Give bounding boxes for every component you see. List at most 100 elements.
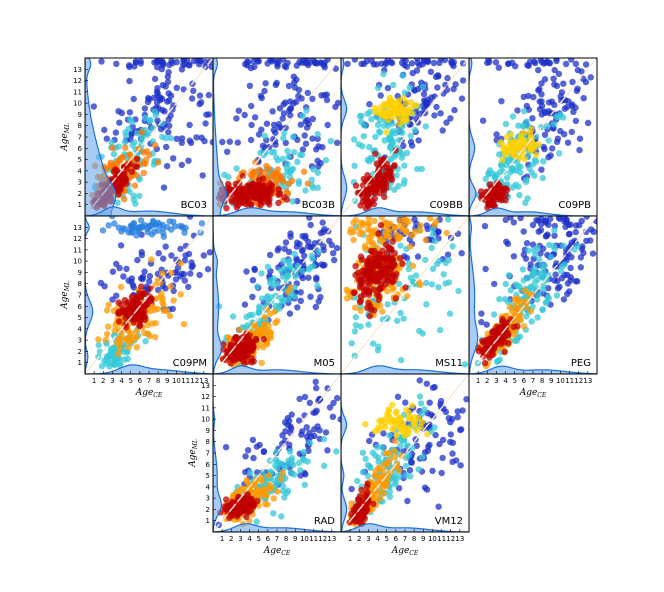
- data-point: [380, 430, 387, 437]
- data-point: [430, 59, 438, 67]
- data-point: [115, 310, 122, 317]
- data-point: [550, 121, 558, 128]
- data-point: [115, 299, 122, 306]
- data-point: [529, 115, 536, 122]
- data-point: [146, 278, 153, 285]
- data-point: [261, 313, 268, 321]
- data-point: [129, 301, 136, 308]
- data-point: [117, 242, 125, 249]
- data-point: [553, 58, 560, 65]
- data-point: [376, 417, 383, 425]
- data-point: [582, 61, 590, 68]
- data-point: [539, 286, 547, 293]
- data-point: [345, 289, 352, 296]
- data-point: [141, 268, 148, 275]
- data-point: [314, 130, 321, 138]
- data-point: [161, 108, 168, 115]
- data-point: [394, 317, 401, 324]
- data-point: [515, 183, 522, 190]
- data-point: [255, 58, 262, 65]
- data-point: [251, 481, 258, 489]
- data-point: [322, 429, 330, 436]
- data-point: [352, 182, 360, 189]
- data-point: [404, 149, 411, 157]
- data-point: [193, 134, 200, 141]
- y-tick-label: 11: [201, 404, 210, 412]
- data-point: [527, 261, 534, 268]
- x-tick-label: 3: [238, 535, 242, 543]
- data-point: [114, 199, 121, 206]
- x-tick-label: 8: [156, 377, 160, 385]
- data-point: [205, 91, 212, 99]
- data-point: [279, 432, 286, 439]
- data-point: [110, 151, 118, 158]
- data-point: [350, 136, 358, 143]
- data-point: [351, 58, 358, 63]
- data-point: [422, 123, 429, 130]
- data-point: [119, 178, 126, 185]
- data-point: [380, 70, 387, 78]
- data-point: [130, 95, 137, 103]
- data-point: [300, 448, 307, 456]
- data-point: [227, 350, 234, 357]
- data-point: [243, 477, 250, 484]
- data-point: [181, 277, 188, 284]
- data-point: [401, 216, 408, 223]
- data-point: [357, 307, 364, 314]
- data-point: [330, 250, 337, 257]
- data-point: [266, 251, 274, 259]
- data-point: [545, 137, 552, 144]
- data-point: [490, 311, 498, 318]
- data-point: [381, 113, 388, 120]
- data-point: [499, 191, 506, 198]
- data-point: [235, 509, 242, 516]
- data-point: [375, 464, 382, 471]
- data-point: [389, 416, 396, 424]
- data-point: [521, 155, 528, 163]
- data-point: [421, 449, 429, 456]
- data-point: [400, 315, 407, 322]
- data-point: [372, 133, 379, 140]
- data-point: [489, 202, 496, 209]
- data-point: [357, 323, 364, 330]
- data-point: [521, 107, 528, 115]
- data-point: [185, 157, 192, 164]
- data-point: [188, 95, 196, 102]
- data-point: [243, 268, 250, 275]
- data-point: [140, 149, 147, 156]
- data-point: [505, 272, 513, 279]
- data-point: [491, 280, 498, 288]
- data-point: [533, 296, 541, 303]
- reference-line: [469, 216, 597, 374]
- data-point: [142, 114, 149, 122]
- data-point: [449, 415, 456, 423]
- data-point: [397, 426, 404, 433]
- data-point: [383, 129, 390, 136]
- data-point: [493, 330, 500, 337]
- data-point: [293, 243, 300, 250]
- data-point: [375, 343, 382, 350]
- data-point: [168, 269, 175, 277]
- data-point: [146, 272, 154, 280]
- x-tick-label: 13: [327, 535, 336, 543]
- data-point: [266, 485, 273, 492]
- data-point: [152, 281, 159, 289]
- data-point: [486, 181, 494, 188]
- data-point: [350, 236, 357, 244]
- data-point: [365, 216, 372, 222]
- data-point: [432, 218, 439, 225]
- data-point: [561, 131, 568, 138]
- data-point: [391, 447, 398, 455]
- data-point: [381, 416, 388, 423]
- data-point: [233, 355, 241, 362]
- data-point: [160, 255, 167, 262]
- data-point: [371, 253, 378, 261]
- data-point: [101, 126, 108, 134]
- data-point: [235, 107, 242, 114]
- data-point: [388, 247, 395, 254]
- data-point: [90, 103, 98, 110]
- panel-c09bb: C09BB: [340, 57, 470, 217]
- data-point: [128, 293, 136, 301]
